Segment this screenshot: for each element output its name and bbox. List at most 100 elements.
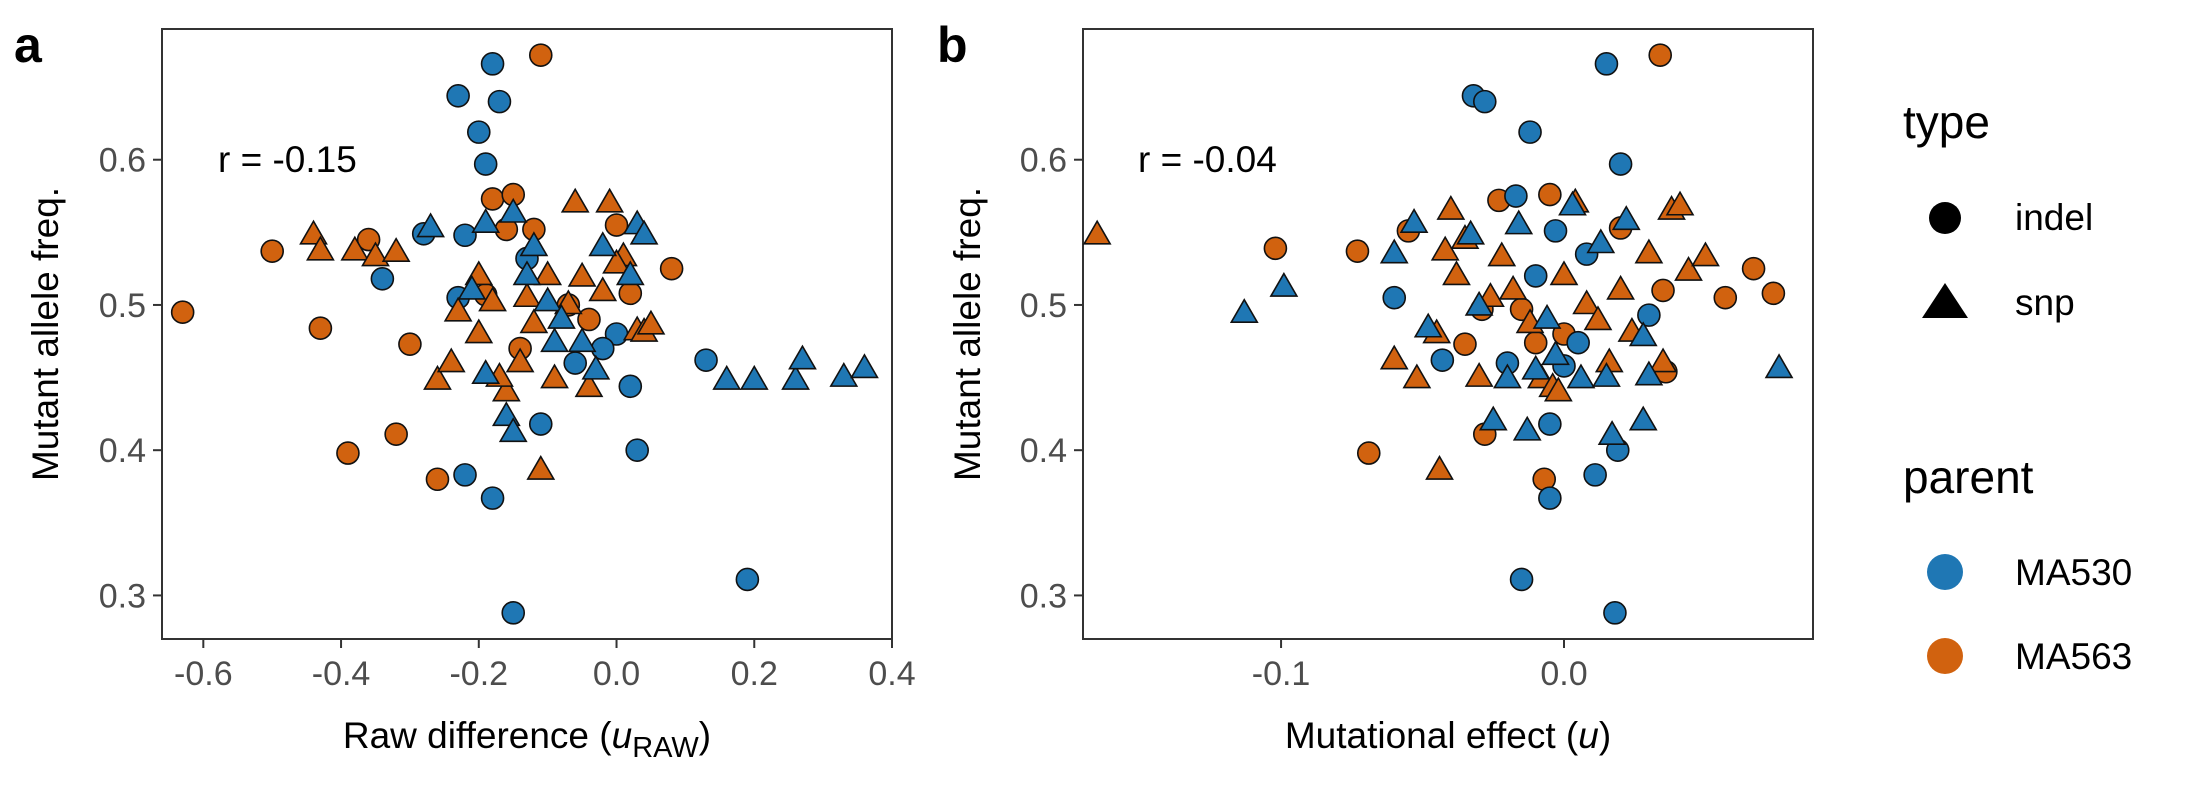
point-b-snp-MA530-82	[1521, 354, 1551, 380]
point-b-snp-MA530-81	[1512, 415, 1542, 441]
point-b-indel-MA563-10	[1538, 182, 1562, 207]
point-a-snp-MA563-43	[340, 235, 370, 261]
point-a-indel-MA530-37	[694, 348, 718, 372]
point-b-snp-MA563-48	[1442, 260, 1471, 286]
point-a-indel-MA530-20	[480, 52, 505, 76]
point-b-snp-MA530-79	[1493, 363, 1522, 389]
point-a-snp-MA563-67	[512, 282, 542, 308]
plot-frame-a	[161, 28, 893, 640]
point-a-snp-MA530-90	[829, 362, 859, 387]
point-b-snp-MA530-89	[1611, 205, 1641, 231]
point-b-snp-MA563-62	[1606, 274, 1635, 300]
point-a-indel-MA563-3	[336, 441, 360, 465]
point-b-snp-MA563-41	[1082, 219, 1112, 245]
point-a-snp-MA563-52	[519, 308, 549, 334]
y-tick-label-a-2: 0.5	[99, 287, 146, 325]
legend: type indel snp parent MA530 MA563	[1903, 96, 2132, 677]
point-a-snp-MA563-60	[595, 187, 625, 213]
point-a-snp-MA530-87	[739, 364, 769, 390]
points-b	[1082, 43, 1794, 625]
x-axis-label-b-var: u	[1578, 715, 1599, 756]
point-a-indel-MA563-1	[260, 239, 284, 264]
legend-circle-glyph	[1929, 202, 1961, 234]
point-b-snp-MA530-88	[1597, 420, 1627, 446]
point-a-indel-MA530-36	[480, 486, 505, 510]
point-b-snp-MA563-59	[1572, 289, 1602, 315]
panel-a: a -0.6 -0.4 -0.2 0.0 0.2 0.4 0.3 0.4 0.5 0.6 r =…	[14, 17, 916, 764]
x-axis-label-b-main: Mutational effect (	[1285, 715, 1579, 756]
point-a-snp-MA563-59	[588, 276, 618, 302]
y-tick-label-a-1: 0.4	[99, 432, 146, 470]
y-axis-label-b: Mutant allele freq.	[947, 187, 988, 481]
point-a-indel-MA530-21	[446, 84, 470, 108]
point-b-snp-MA563-42	[1379, 344, 1409, 370]
point-a-indel-MA530-22	[487, 89, 512, 114]
point-b-snp-MA530-78	[1478, 405, 1508, 431]
x-ticks-b: -0.1 0.0	[1252, 639, 1588, 693]
point-b-snp-MA563-50	[1464, 362, 1494, 387]
point-b-snp-MA563-60	[1583, 305, 1613, 331]
point-b-indel-MA530-29	[1538, 486, 1562, 510]
point-a-snp-MA563-65	[526, 454, 556, 480]
point-a-indel-MA530-35	[453, 463, 477, 487]
legend-type-swatch-indel	[1929, 202, 1961, 234]
panel-letter-b: b	[937, 17, 968, 73]
legend-parent-label-MA530: MA530	[2015, 552, 2132, 593]
correlation-annotation-a: r = -0.15	[218, 139, 357, 180]
legend-triangle-glyph	[1922, 283, 1968, 318]
point-b-snp-MA563-70	[1543, 376, 1573, 402]
point-a-indel-MA563-7	[425, 467, 450, 492]
legend-type-label-indel: indel	[2015, 197, 2093, 238]
point-a-snp-MA530-91	[850, 353, 879, 379]
x-tick-label-b-1: 0.0	[1540, 655, 1587, 693]
point-b-indel-MA530-32	[1566, 330, 1590, 355]
point-a-snp-MA530-75	[457, 274, 487, 300]
point-b-snp-MA563-57	[1549, 260, 1579, 286]
point-b-snp-MA530-91	[1628, 321, 1658, 347]
point-b-indel-MA563-18	[1741, 256, 1766, 281]
point-b-snp-MA530-85	[1566, 363, 1596, 389]
point-a-snp-MA530-84	[629, 219, 659, 245]
y-tick-label-a-0: 0.3	[99, 577, 146, 615]
y-tick-label-b-0: 0.3	[1020, 577, 1067, 615]
point-b-indel-MA530-30	[1538, 412, 1562, 436]
point-a-indel-MA530-24	[473, 152, 498, 176]
legend-type-label-snp: snp	[2015, 282, 2075, 323]
x-ticks-a: -0.6 -0.4 -0.2 0.0 0.2 0.4	[174, 639, 916, 693]
point-a-snp-MA530-94	[540, 327, 569, 353]
point-b-indel-MA530-27	[1430, 348, 1455, 372]
point-b-indel-MA530-21	[1472, 89, 1497, 114]
x-axis-label-a-main: Raw difference (	[343, 715, 612, 756]
point-a-indel-MA563-5	[398, 332, 422, 356]
x-axis-label-b: Mutational effect (u)	[1285, 715, 1611, 756]
x-tick-label-a-4: 0.2	[731, 655, 778, 693]
point-b-snp-MA530-87	[1592, 362, 1621, 387]
point-b-indel-MA530-37	[1637, 303, 1661, 327]
point-b-snp-MA530-93	[1764, 353, 1794, 379]
point-a-snp-MA563-42	[306, 235, 335, 261]
point-a-snp-MA563-46	[423, 364, 452, 390]
point-b-indel-MA563-1	[1345, 239, 1370, 264]
point-a-indel-MA563-18	[659, 256, 684, 281]
point-b-indel-MA530-33	[1583, 463, 1607, 487]
point-b-snp-MA563-69	[1691, 241, 1720, 267]
point-a-snp-MA530-71	[416, 212, 445, 238]
panel-letter-a: a	[14, 17, 43, 73]
point-b-snp-MA563-43	[1402, 363, 1432, 389]
point-a-snp-MA530-74	[512, 260, 542, 286]
point-a-snp-MA530-82	[471, 359, 501, 385]
point-b-snp-MA530-92	[1634, 360, 1664, 386]
point-a-indel-MA563-0	[170, 300, 195, 325]
point-b-indel-MA530-23	[1594, 52, 1619, 76]
point-b-indel-MA563-4	[1453, 332, 1477, 356]
point-b-snp-MA563-47	[1436, 194, 1466, 220]
x-tick-label-a-0: -0.6	[174, 655, 233, 693]
point-a-indel-MA563-2	[308, 316, 333, 340]
point-b-snp-MA530-74	[1399, 208, 1429, 233]
point-a-indel-MA563-12	[528, 43, 553, 67]
y-ticks-a: 0.3 0.4 0.5 0.6	[99, 142, 162, 615]
point-a-indel-MA563-16	[604, 213, 629, 237]
point-b-indel-MA563-9	[1523, 330, 1548, 355]
legend-type-swatch-snp	[1922, 283, 1968, 318]
